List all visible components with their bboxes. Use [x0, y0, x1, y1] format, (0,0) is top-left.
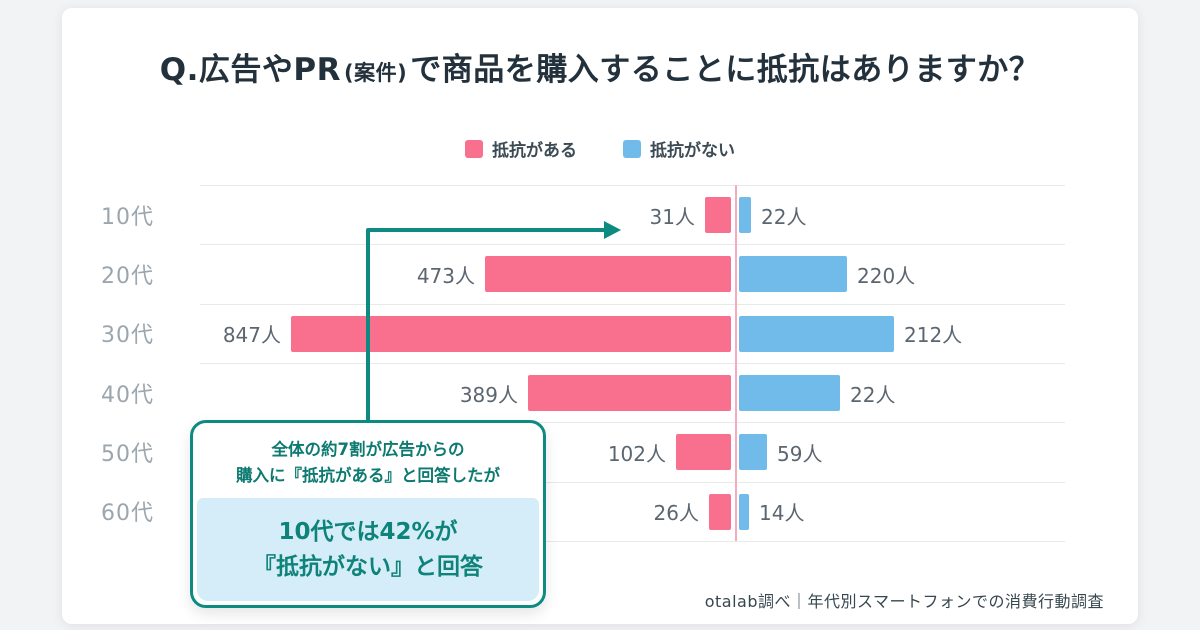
chart-row-50s: 102人 59人 [200, 423, 1065, 483]
bar-resistance-yes [705, 197, 731, 234]
legend-item-resistance-no: 抵抗がない [623, 136, 735, 161]
callout-highlight: 10代では42%が 『抵抗がない』と回答 [197, 498, 539, 601]
bar-value-left: 847人 [222, 323, 281, 348]
bar-resistance-no [739, 493, 749, 530]
center-axis-line [735, 185, 737, 541]
bar-resistance-no [739, 256, 847, 293]
callout-text: 全体の約7割が広告からの 購入に『抵抗がある』と回答したが [193, 423, 543, 496]
category-axis: 10代 20代 30代 40代 50代 60代 [62, 185, 180, 541]
chart-legend: 抵抗がある 抵抗がない [62, 136, 1138, 161]
chart-row-30s: 847人 212人 [200, 305, 1065, 364]
bar-value-right: 22人 [850, 382, 896, 407]
callout-highlight-line1: 10代では42%が [278, 519, 458, 546]
page-title: Q.広告やPR (案件)で商品を購入することに抵抗はありますか？ [62, 44, 1138, 89]
bar-value-right: 220人 [857, 263, 916, 288]
category-label-60s: 60代 [101, 501, 154, 527]
bar-value-left: 473人 [416, 263, 475, 288]
bar-value-right: 22人 [761, 204, 807, 229]
legend-item-resistance-yes: 抵抗がある [465, 136, 577, 161]
bar-value-left: 31人 [649, 204, 695, 229]
callout-highlight-line2: 『抵抗がない』と回答 [253, 553, 483, 580]
chart-row-20s: 473人 220人 [200, 245, 1065, 305]
bar-resistance-no [739, 315, 894, 352]
title-part2-small: (案件) [344, 61, 408, 85]
legend-swatch-blue [623, 139, 641, 158]
source-caption: otalab調べ｜年代別スマートフォンでの消費行動調査 [704, 592, 1104, 611]
category-label-30s: 30代 [101, 323, 154, 349]
legend-label: 抵抗がない [650, 141, 735, 161]
title-part3: で商品を購入することに抵抗はありますか？ [410, 52, 1041, 88]
category-label-10s: 10代 [101, 204, 154, 230]
chart-card: Q.広告やPR (案件)で商品を購入することに抵抗はありますか？ 抵抗がある 抵抗… [62, 8, 1138, 624]
bar-resistance-no [739, 197, 751, 234]
legend-swatch-pink [465, 139, 483, 158]
legend-label: 抵抗がある [492, 141, 577, 161]
callout-box: 全体の約7割が広告からの 購入に『抵抗がある』と回答したが 10代では42%が … [190, 420, 546, 608]
bar-value-right: 59人 [777, 441, 823, 466]
category-label-40s: 40代 [101, 382, 154, 408]
bar-resistance-no [739, 375, 840, 412]
bar-value-left: 102人 [607, 441, 666, 466]
chart-row-10s: 31人 22人 [200, 186, 1065, 246]
bar-value-right: 14人 [759, 501, 805, 526]
bar-value-right: 212人 [904, 323, 963, 348]
title-part1: Q.広告やPR [159, 52, 342, 88]
bar-resistance-yes [485, 256, 731, 293]
bar-resistance-yes [291, 315, 731, 352]
bar-resistance-yes [709, 493, 731, 530]
category-label-20s: 20代 [101, 263, 154, 289]
category-label-50s: 50代 [101, 441, 154, 467]
bar-value-left: 26人 [653, 501, 699, 526]
bar-resistance-yes [528, 375, 731, 412]
bar-resistance-no [739, 434, 767, 471]
callout-line2: 購入に『抵抗がある』と回答したが [236, 465, 500, 485]
bar-value-left: 389人 [459, 382, 518, 407]
chart-row-40s: 389人 22人 [200, 364, 1065, 424]
chart-row-60s: 26人 14人 [200, 483, 1065, 542]
callout-line1: 全体の約7割が広告からの [271, 440, 465, 459]
bar-resistance-yes [676, 434, 731, 471]
